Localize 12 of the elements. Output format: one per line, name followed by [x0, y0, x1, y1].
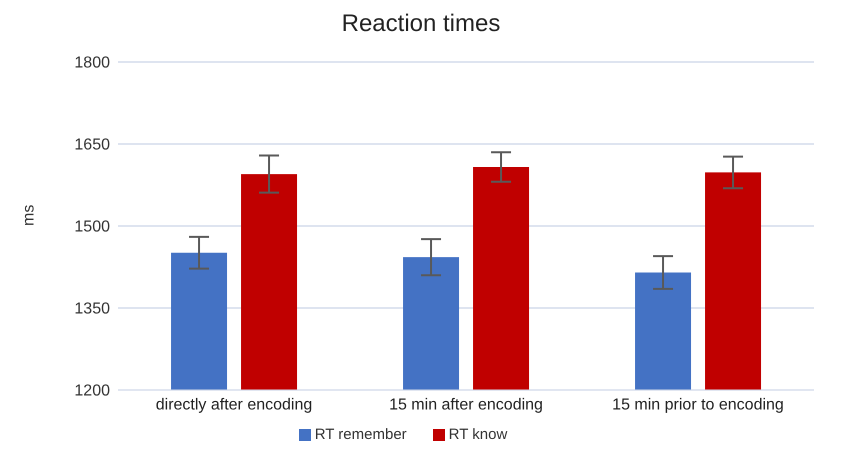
- legend-label: RT know: [448, 426, 508, 443]
- x-tick-label: directly after encoding: [156, 396, 312, 414]
- x-tick-label: 15 min after encoding: [389, 396, 543, 414]
- y-tick-label: 1800: [74, 54, 110, 72]
- y-tick-label: 1650: [74, 136, 110, 154]
- chart-title: Reaction times: [340, 10, 502, 39]
- y-tick-label: 1500: [74, 218, 110, 236]
- y-tick-label: 1200: [74, 382, 110, 400]
- x-tick-label: 15 min prior to encoding: [612, 396, 784, 414]
- legend-label: RT remember: [314, 426, 407, 443]
- y-axis-title: ms: [20, 204, 38, 226]
- y-tick-label: 1350: [74, 300, 110, 318]
